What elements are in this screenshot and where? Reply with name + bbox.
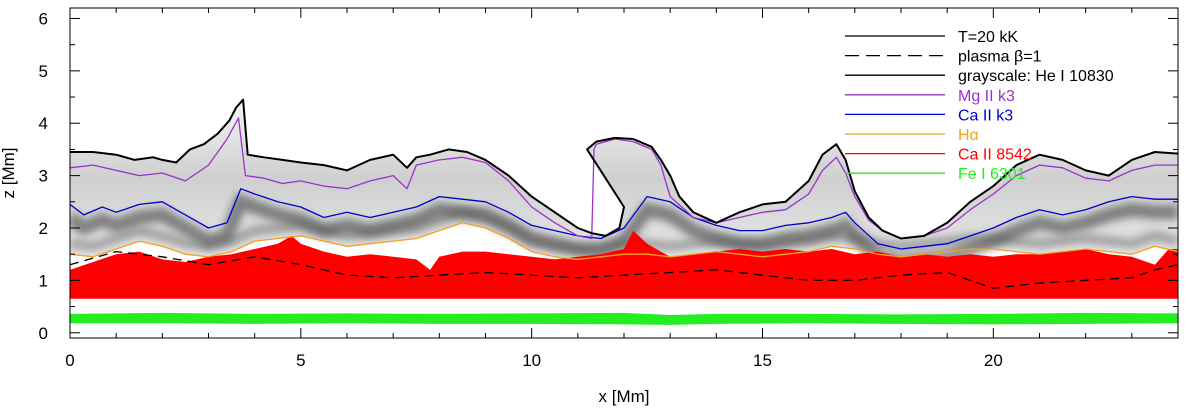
legend-item-2: grayscale: He I 10830: [845, 68, 1114, 85]
series-ca-ii-k3: [70, 188, 1178, 250]
legend: T=20 kK plasma β=1 grayscale: He I 10830 Mg…: [845, 29, 1114, 183]
legend-label: Ca II k3: [958, 107, 1013, 124]
x-tick-label: 15: [753, 351, 772, 370]
series-mg-ii-k3: [70, 117, 1178, 240]
y-tick-label: 4: [39, 114, 48, 133]
series-t-20-kk: [70, 98, 1178, 240]
legend-label: T=20 kK: [958, 29, 1018, 46]
legend-item-7: Fe I 6301: [845, 166, 1026, 183]
legend-item-4: Ca II k3: [845, 107, 1013, 124]
legend-label: plasma β=1: [958, 49, 1042, 66]
legend-item-5: Hα: [845, 127, 979, 144]
band-fe-i-6301: [70, 312, 1178, 325]
legend-label: Fe I 6301: [958, 166, 1026, 183]
legend-label: Hα: [958, 127, 979, 144]
plot-area: [70, 98, 1178, 325]
grayscale-he-i-10830: [70, 99, 1178, 270]
legend-label: Mg II k3: [958, 88, 1015, 105]
series-h-: [70, 222, 1178, 261]
legend-item-6: Ca II 8542: [845, 147, 1032, 164]
legend-item-0: T=20 kK: [845, 29, 1018, 46]
grayscale-streak: [70, 207, 1178, 255]
bands-layer: [70, 230, 1178, 325]
y-tick-label: 0: [39, 324, 48, 343]
legend-label: Ca II 8542: [958, 147, 1032, 164]
x-tick-label: 0: [65, 351, 74, 370]
x-tick-label: 20: [984, 351, 1003, 370]
x-tick-label: 10: [522, 351, 541, 370]
y-tick-label: 1: [39, 271, 48, 290]
y-tick-label: 5: [39, 62, 48, 81]
y-tick-label: 3: [39, 167, 48, 186]
y-tick-label: 6: [39, 9, 48, 28]
legend-item-3: Mg II k3: [845, 88, 1015, 105]
band-ca-ii-8542: [70, 230, 1178, 299]
series-plasma-1: [70, 250, 1178, 289]
legend-label: grayscale: He I 10830: [958, 68, 1114, 85]
series-layer: [70, 98, 1178, 289]
axes-layer: 0 5 10 15 20 0 1 2 3 4 5 6: [39, 8, 1179, 370]
y-tick-label: 2: [39, 219, 48, 238]
x-tick-label: 5: [296, 351, 305, 370]
x-axis-title: x [Mm]: [599, 387, 650, 406]
legend-item-1: plasma β=1: [845, 49, 1042, 66]
y-axis-title: z [Mm]: [0, 148, 18, 199]
